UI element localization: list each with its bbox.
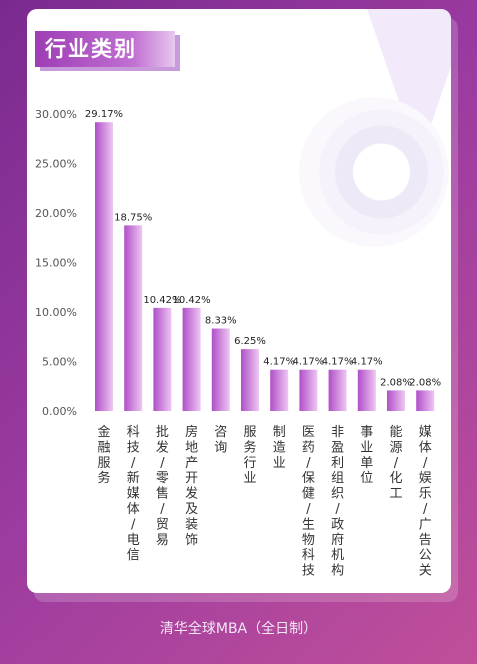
value-labels: 29.17%18.75%10.42%10.42%8.33%6.25%4.17%4… bbox=[85, 109, 441, 388]
category-label: 服务行业 bbox=[243, 425, 256, 486]
value-label: 2.08% bbox=[380, 377, 412, 388]
bar bbox=[328, 369, 347, 411]
category-label: 事业单位 bbox=[360, 425, 373, 486]
category-label: 咨询 bbox=[214, 425, 227, 455]
category-label: 金融服务 bbox=[97, 424, 110, 486]
y-axis: 0.00% 5.00% 10.00% 15.00% 20.00% 25.00% 30.00% bbox=[35, 108, 77, 418]
value-label: 10.42% bbox=[173, 295, 211, 306]
bar bbox=[182, 307, 201, 411]
chart-card: 行业类别 bbox=[27, 9, 451, 593]
bar bbox=[387, 390, 405, 411]
value-label: 2.08% bbox=[409, 377, 441, 388]
decorative-circle bbox=[299, 97, 449, 247]
category-label: 批发/零售/贸易 bbox=[156, 425, 169, 548]
value-label: 4.17% bbox=[322, 357, 354, 368]
bar bbox=[357, 369, 376, 411]
value-label: 4.17% bbox=[293, 357, 325, 368]
bar bbox=[95, 122, 113, 411]
category-label: 医药/保健/生物科技 bbox=[302, 425, 315, 579]
y-tick-label: 25.00% bbox=[35, 158, 77, 171]
value-label: 10.42% bbox=[143, 295, 181, 306]
value-label: 29.17% bbox=[85, 109, 123, 120]
y-tick-label: 20.00% bbox=[35, 207, 77, 220]
y-tick-label: 10.00% bbox=[35, 306, 77, 319]
bar bbox=[416, 390, 435, 411]
category-label: 媒体/娱乐/广告公关 bbox=[419, 425, 432, 579]
bar bbox=[270, 369, 289, 411]
y-tick-label: 0.00% bbox=[42, 405, 77, 418]
value-label: 4.17% bbox=[263, 357, 295, 368]
category-label: 科技/新媒体/电信 bbox=[127, 425, 140, 563]
category-labels: 金融服务 科技/新媒体/电信 批发/零售/贸易 房地产开发及装饰 咨询 服务行业 制造业 医药… bbox=[97, 424, 431, 579]
bar bbox=[211, 328, 230, 411]
category-label: 非盈利组织/政府机构 bbox=[331, 425, 344, 579]
y-tick-label: 30.00% bbox=[35, 108, 77, 121]
value-label: 6.25% bbox=[234, 336, 266, 347]
bars bbox=[95, 122, 435, 411]
value-label: 4.17% bbox=[351, 357, 383, 368]
bar bbox=[124, 225, 143, 411]
value-label: 8.33% bbox=[205, 316, 237, 327]
bar bbox=[241, 349, 259, 411]
y-tick-label: 15.00% bbox=[35, 257, 77, 270]
chart-title: 行业类别 bbox=[35, 31, 175, 67]
category-label: 制造业 bbox=[273, 425, 286, 471]
value-label: 18.75% bbox=[114, 212, 152, 223]
category-label: 房地产开发及装饰 bbox=[185, 424, 198, 548]
y-tick-label: 5.00% bbox=[42, 356, 77, 369]
bar bbox=[299, 369, 318, 411]
category-label: 能源/化工 bbox=[389, 425, 402, 502]
footer-caption: 清华全球MBA（全日制） bbox=[159, 621, 318, 637]
bar bbox=[153, 307, 172, 411]
